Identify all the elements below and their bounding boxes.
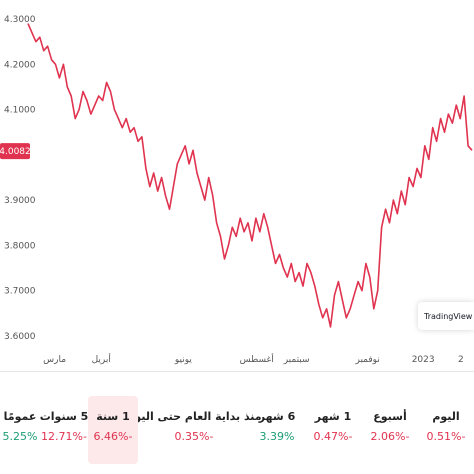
y-tick-label: 3.7000	[4, 287, 36, 297]
performance-period-2[interactable]: 1 شهر 0.47%-	[304, 396, 362, 464]
performance-period-6[interactable]: 5 سنوات 12.71%-	[39, 396, 89, 464]
performance-period-label: 6 شهر	[258, 410, 296, 423]
performance-period-label: عمومًا	[3, 410, 37, 423]
current-price-badge	[0, 143, 30, 160]
price-chart[interactable]: 4.3000 4.2000 4.1000 3.9000 3.8000 3.7000 3.60…	[0, 0, 474, 372]
y-tick-label: 4.3000	[4, 15, 36, 25]
performance-period-value: 5.25%	[2, 430, 38, 443]
performance-period-label: أسبوع	[373, 410, 407, 423]
y-tick-label: 3.8000	[4, 241, 36, 251]
x-tick-label: 2	[458, 355, 464, 365]
x-tick-label: يونيو	[174, 355, 193, 365]
performance-period-3[interactable]: 6 شهر 3.39%	[250, 396, 304, 464]
performance-period-label: 5 سنوات	[39, 410, 89, 423]
x-tick-label: 2023	[412, 355, 435, 365]
y-tick-label: 4.2000	[4, 60, 36, 70]
performance-period-4[interactable]: منذ بداية العام حتى اليوم 0.35%-	[126, 396, 261, 464]
performance-period-value: 0.51%-	[426, 430, 466, 443]
performance-bar: اليوم 0.51%- أسبوع 2.06%- 1 شهر 0.47%- 6 شهر 3.…	[0, 396, 474, 464]
performance-period-0[interactable]: اليوم 0.51%-	[418, 396, 474, 464]
performance-period-7[interactable]: عمومًا 5.25%	[0, 396, 40, 464]
performance-period-label: منذ بداية العام حتى اليوم	[126, 410, 262, 423]
performance-period-value: 2.06%-	[370, 430, 410, 443]
performance-period-value: 6.46%-	[93, 430, 133, 443]
performance-period-value: 3.39%	[259, 430, 295, 443]
performance-period-label: 1 سنة	[96, 410, 130, 423]
x-tick-label: نوفمبر	[354, 355, 379, 365]
performance-period-1[interactable]: أسبوع 2.06%-	[362, 396, 418, 464]
chart-canvas: 4.3000 4.2000 4.1000 3.9000 3.8000 3.7000 3.60…	[0, 15, 473, 365]
tradingview-logo[interactable]: TradingView 17	[418, 302, 474, 330]
performance-period-value: 0.35%-	[174, 430, 214, 443]
y-tick-label: 3.9000	[4, 196, 36, 206]
price-series-line	[27, 23, 473, 328]
tradingview-logo-text: TradingView	[424, 311, 473, 321]
performance-period-5[interactable]: 1 سنة 6.46%-	[88, 396, 138, 464]
x-tick-label: مارس	[43, 355, 66, 365]
current-price-label: 4.0082	[0, 147, 31, 157]
performance-period-value: 0.47%-	[313, 430, 353, 443]
performance-period-value: 12.71%-	[41, 430, 87, 443]
y-tick-label: 3.6000	[4, 332, 36, 342]
y-tick-label: 4.1000	[4, 106, 36, 116]
performance-period-label: اليوم	[432, 410, 460, 423]
x-tick-label: سبتمبر	[283, 355, 310, 365]
x-tick-label: أغسطس	[240, 353, 274, 365]
x-tick-label: أبريل	[92, 353, 111, 365]
performance-period-label: 1 شهر	[314, 410, 352, 423]
divider	[0, 371, 474, 372]
